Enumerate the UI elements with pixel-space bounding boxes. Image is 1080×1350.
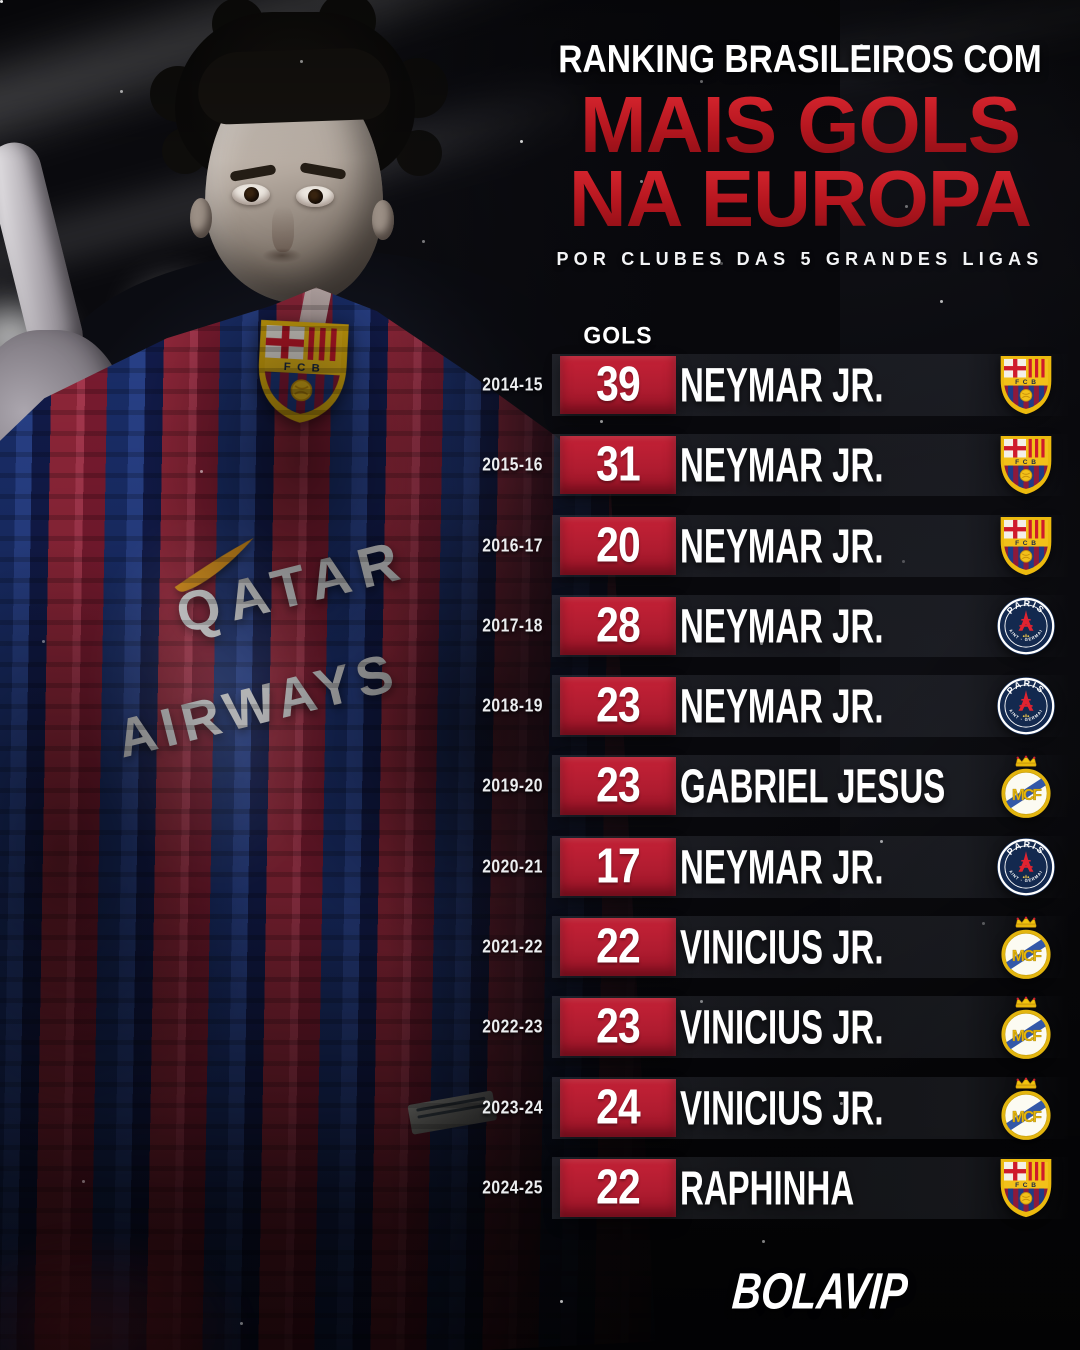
ranking-row: 2024-25 22 RAPHINHA (0, 1156, 1080, 1219)
goals-value: 39 (596, 357, 641, 412)
goals-value: 23 (596, 758, 641, 814)
real-madrid-crest-icon (996, 994, 1056, 1060)
player-name: NEYMAR JR. (680, 599, 884, 654)
barcelona-crest-icon (996, 432, 1056, 498)
player-name: RAPHINHA (680, 1161, 855, 1216)
title-line-2: NA EUROPA (544, 158, 1056, 238)
goals-value: 23 (596, 678, 641, 733)
goals-value: 24 (596, 1080, 641, 1135)
goals-value: 31 (596, 437, 641, 492)
goals-box: 31 (560, 436, 676, 495)
season-label: 2014-15 (482, 374, 543, 395)
ranking-row: 2019-20 23 GABRIEL JESUS (0, 757, 1080, 815)
goals-value: 23 (596, 999, 641, 1054)
goals-box: 22 (560, 918, 676, 977)
goals-box: 23 (560, 757, 676, 816)
player-name: VINICIUS JR. (680, 920, 884, 975)
real-madrid-crest-icon (996, 1075, 1056, 1141)
goals-box: 23 (560, 677, 676, 736)
season-label: 2020-21 (482, 856, 543, 877)
ranking-row: 2016-17 20 NEYMAR JR. (0, 514, 1080, 577)
player-name: NEYMAR JR. (680, 358, 884, 413)
goals-box: 20 (560, 516, 676, 575)
season-label: 2023-24 (482, 1097, 543, 1118)
season-label: 2021-22 (482, 936, 543, 957)
kicker: RANKING BRASILEIROS COM (558, 38, 1042, 81)
season-label: 2019-20 (482, 775, 543, 797)
goals-box: 17 (560, 837, 676, 896)
goals-box: 39 (560, 356, 676, 414)
season-label: 2017-18 (482, 615, 543, 636)
season-label: 2024-25 (482, 1177, 543, 1198)
psg-crest-icon (996, 593, 1056, 659)
player-name: NEYMAR JR. (680, 840, 884, 895)
player-name: GABRIEL JESUS (680, 760, 946, 814)
real-madrid-crest-icon (996, 753, 1056, 819)
goals-box: 24 (560, 1078, 676, 1137)
season-label: 2018-19 (482, 695, 543, 716)
ranking-row: 2015-16 31 NEYMAR JR. (0, 434, 1080, 497)
barcelona-crest-icon (996, 1155, 1056, 1221)
goals-box: 28 (560, 596, 676, 655)
ranking-row: 2017-18 28 NEYMAR JR. (0, 596, 1080, 657)
player-name: NEYMAR JR. (680, 519, 884, 574)
header: RANKING BRASILEIROS COM MAIS GOLS NA EUR… (544, 38, 1056, 270)
ranking-row: 2018-19 23 NEYMAR JR. (0, 677, 1080, 738)
ranking-table: 2014-15 39 NEYMAR JR. 2015-16 31 NEYMAR … (0, 354, 1080, 1239)
player-name: VINICIUS JR. (680, 1081, 884, 1136)
season-label: 2015-16 (482, 454, 543, 475)
ranking-row: 2023-24 24 VINICIUS JR. (0, 1079, 1080, 1137)
season-label: 2022-23 (482, 1016, 543, 1037)
goals-value: 20 (596, 518, 641, 573)
subtitle: POR CLUBES DAS 5 GRANDES LIGAS (556, 249, 1044, 270)
ranking-row: 2020-21 17 NEYMAR JR. (0, 837, 1080, 898)
goals-value: 17 (596, 839, 641, 894)
goals-value: 22 (596, 919, 641, 974)
barcelona-crest-icon (996, 513, 1056, 579)
title-line-1: MAIS GOLS (544, 85, 1056, 165)
goals-box: 22 (560, 1158, 676, 1217)
player-name: NEYMAR JR. (680, 679, 884, 734)
goals-value: 22 (596, 1160, 641, 1215)
ranking-row: 2022-23 23 VINICIUS JR. (0, 998, 1080, 1056)
barcelona-crest-icon (996, 352, 1056, 418)
goals-box: 23 (560, 998, 676, 1057)
goals-column-header: GOLS (583, 321, 653, 349)
season-label: 2016-17 (482, 534, 543, 556)
goals-value: 28 (596, 598, 641, 653)
ranking-row: 2014-15 39 NEYMAR JR. (0, 354, 1080, 416)
bolavip-brand-logo: BOLAVIP (730, 1262, 910, 1320)
player-name: VINICIUS JR. (680, 1000, 884, 1055)
dust-specks-overlay (0, 0, 3, 3)
psg-crest-icon (996, 673, 1056, 739)
psg-crest-icon (996, 834, 1056, 900)
player-name: NEYMAR JR. (680, 438, 884, 493)
real-madrid-crest-icon (996, 914, 1056, 980)
ranking-row: 2021-22 22 VINICIUS JR. (0, 918, 1080, 976)
